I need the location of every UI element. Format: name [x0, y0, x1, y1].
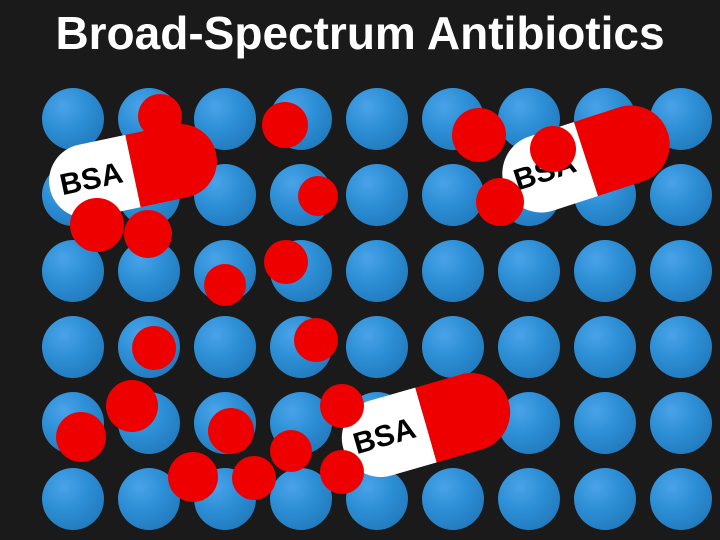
blue-dot	[650, 240, 712, 302]
blue-dot	[346, 316, 408, 378]
blue-dot	[42, 468, 104, 530]
slide-title: Broad-Spectrum Antibiotics	[0, 6, 720, 60]
red-dot	[204, 264, 246, 306]
blue-dot	[574, 392, 636, 454]
blue-dot	[650, 392, 712, 454]
red-dot	[232, 456, 276, 500]
blue-dot	[498, 240, 560, 302]
blue-dot	[346, 88, 408, 150]
red-dot	[298, 176, 338, 216]
blue-dot	[498, 468, 560, 530]
blue-dot	[574, 468, 636, 530]
blue-dot	[42, 316, 104, 378]
red-dot	[106, 380, 158, 432]
blue-dot	[650, 164, 712, 226]
red-dot	[270, 430, 312, 472]
red-dot	[320, 450, 364, 494]
blue-dot	[498, 316, 560, 378]
red-dot	[56, 412, 106, 462]
red-dot	[208, 408, 254, 454]
red-dot	[138, 94, 182, 138]
blue-dot	[422, 164, 484, 226]
red-dot	[264, 240, 308, 284]
red-dot	[320, 384, 364, 428]
red-dot	[124, 210, 172, 258]
red-dot	[452, 108, 506, 162]
red-dot	[168, 452, 218, 502]
blue-dot	[346, 164, 408, 226]
blue-dot	[194, 316, 256, 378]
red-dot	[530, 126, 576, 172]
red-dot	[294, 318, 338, 362]
blue-dot	[574, 316, 636, 378]
red-dot	[440, 396, 496, 452]
red-dot	[132, 326, 176, 370]
blue-dot	[422, 468, 484, 530]
red-dot	[476, 178, 524, 226]
red-dot	[70, 198, 124, 252]
blue-dot	[422, 240, 484, 302]
blue-dot	[346, 240, 408, 302]
blue-dot	[650, 316, 712, 378]
red-dot	[262, 102, 308, 148]
blue-dot	[422, 316, 484, 378]
blue-dot	[650, 468, 712, 530]
blue-dot	[574, 240, 636, 302]
